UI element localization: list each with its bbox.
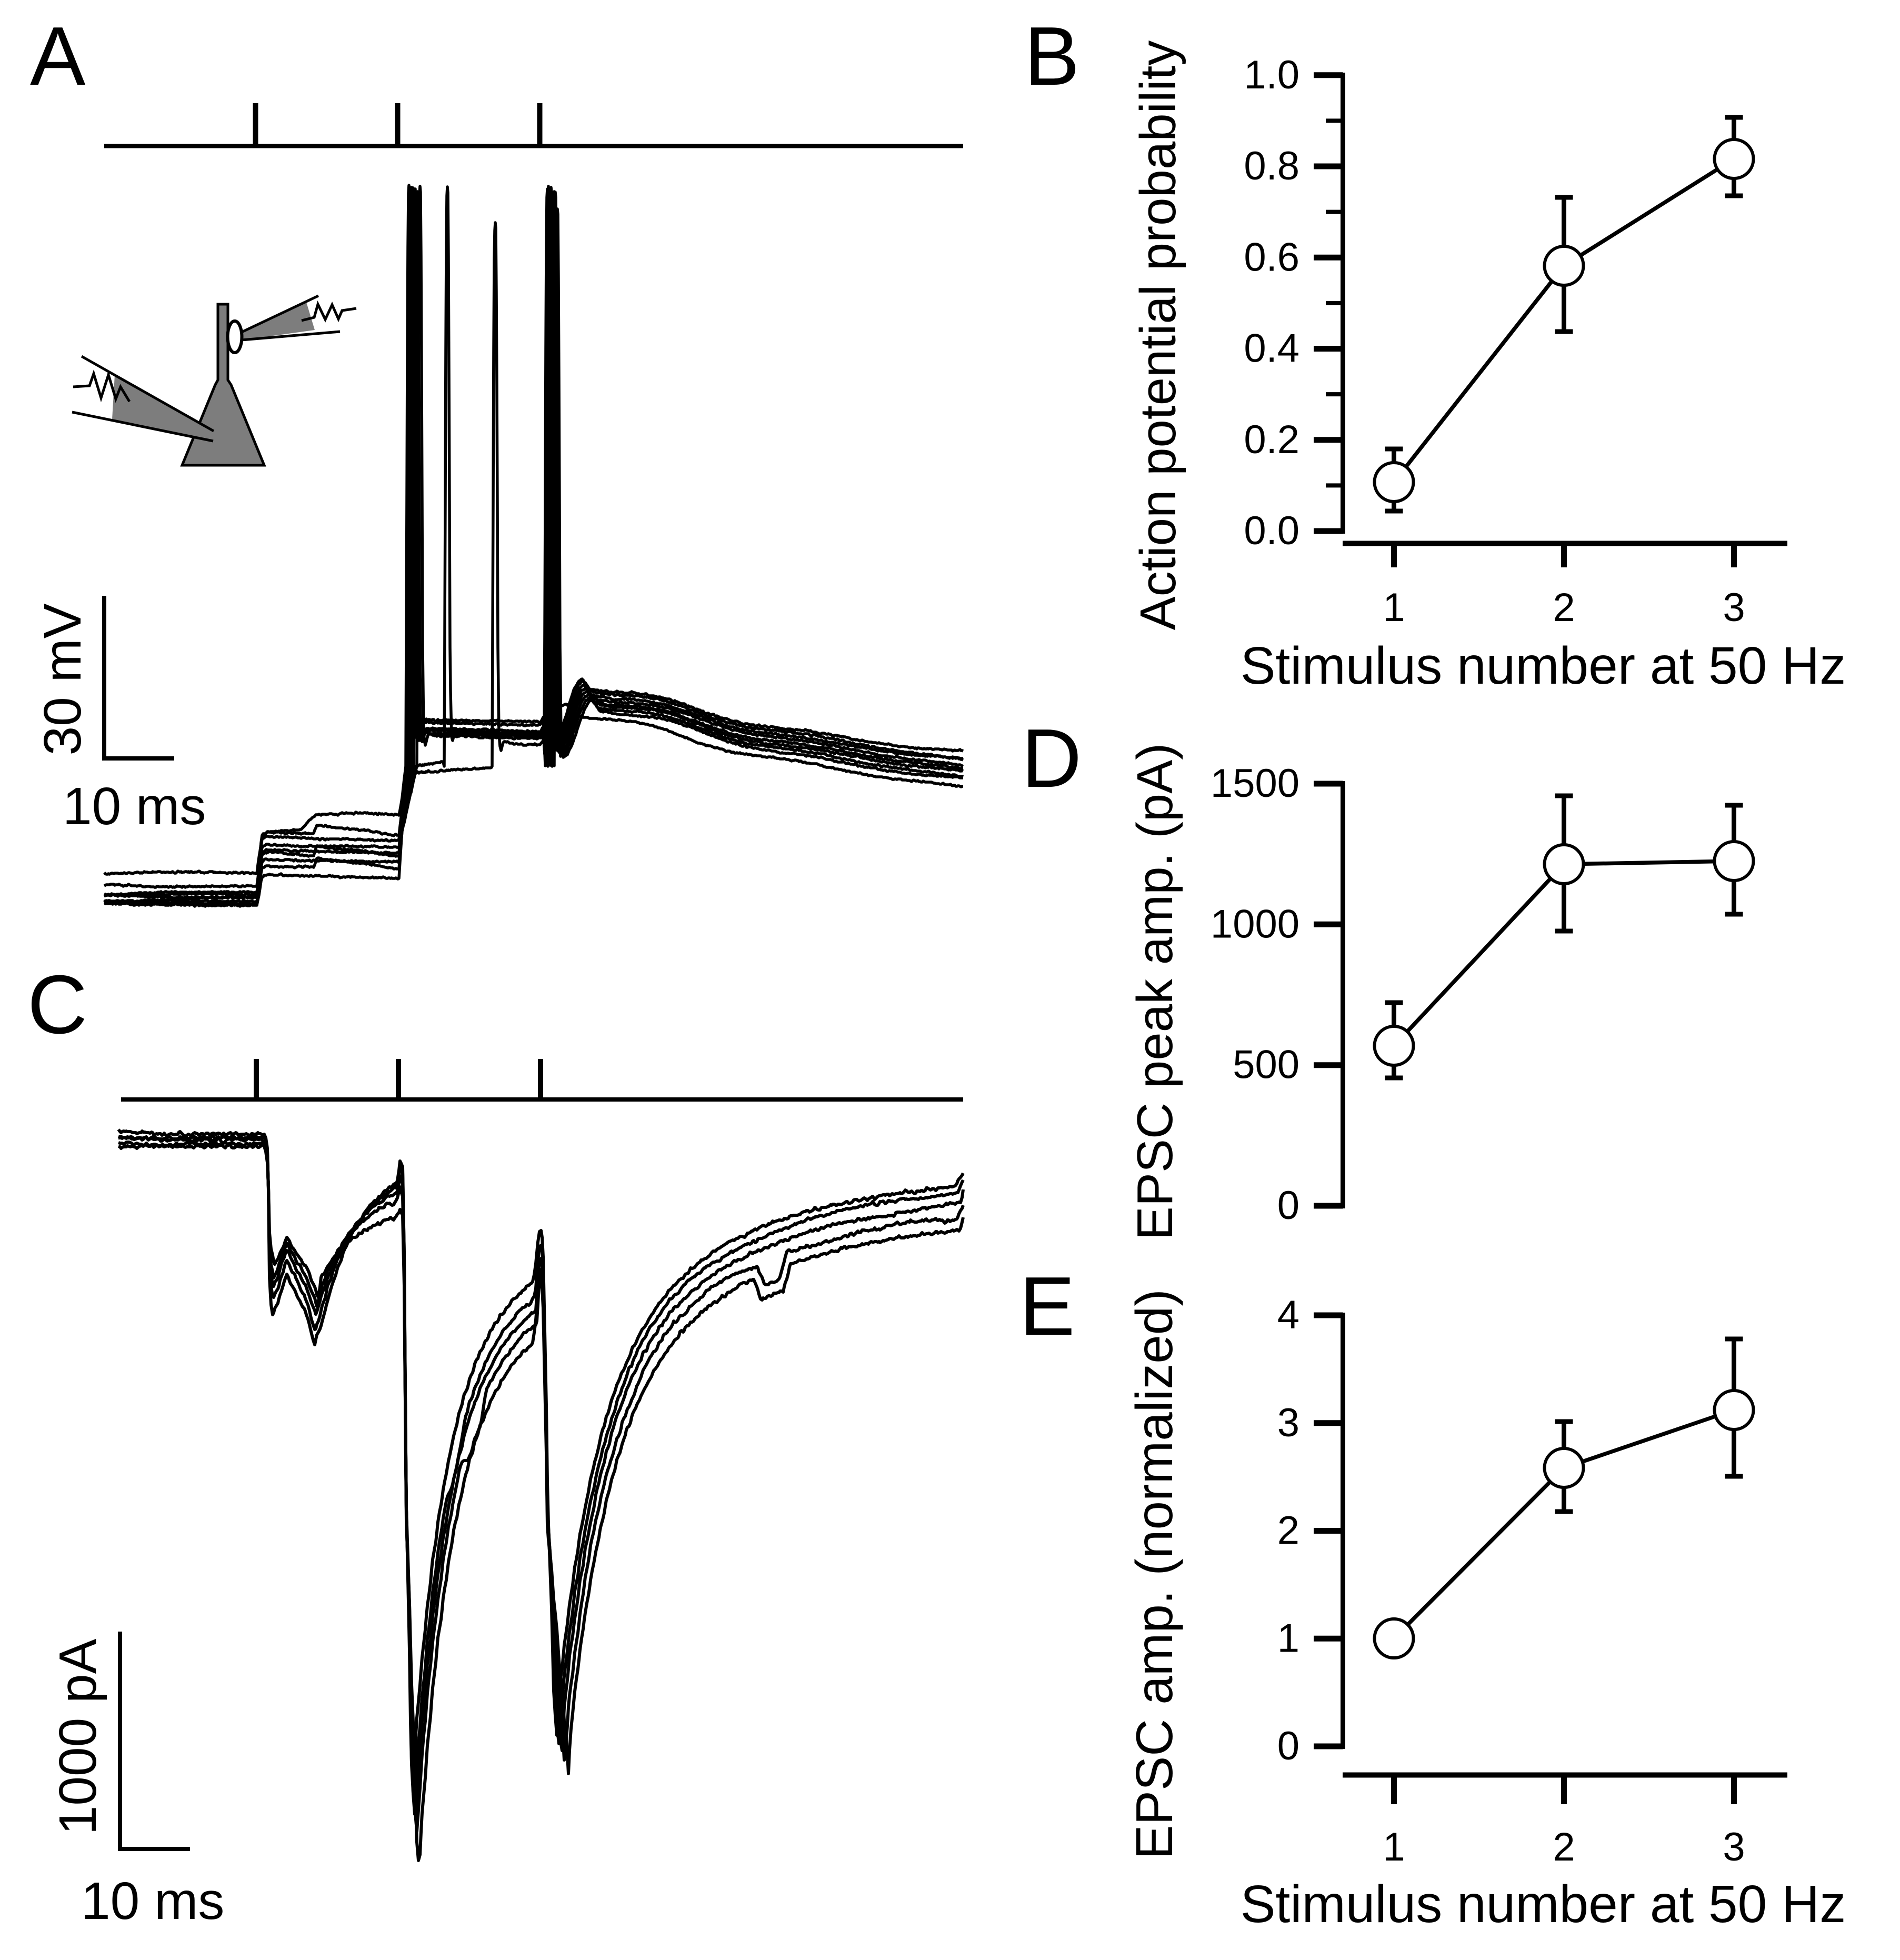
svg-text:1: 1 (1277, 1616, 1299, 1661)
svg-text:2: 2 (1553, 1825, 1575, 1869)
svg-text:Stimulus number at 50 Hz: Stimulus number at 50 Hz (1241, 636, 1846, 695)
svg-text:0.2: 0.2 (1244, 417, 1299, 462)
svg-text:1000: 1000 (1211, 902, 1299, 946)
svg-text:10 ms: 10 ms (63, 777, 206, 836)
svg-text:EPSC peak amp. (pA): EPSC peak amp. (pA) (1127, 743, 1183, 1240)
svg-text:0.6: 0.6 (1244, 235, 1299, 279)
svg-text:EPSC amp. (normalized): EPSC amp. (normalized) (1125, 1289, 1183, 1859)
svg-text:E: E (1019, 1260, 1075, 1353)
svg-text:0.4: 0.4 (1244, 326, 1299, 371)
svg-text:B: B (1024, 10, 1079, 103)
svg-text:0: 0 (1277, 1724, 1299, 1768)
svg-text:0.8: 0.8 (1244, 144, 1299, 188)
svg-text:4: 4 (1277, 1293, 1299, 1337)
svg-text:D: D (1022, 712, 1082, 805)
svg-text:10 ms: 10 ms (81, 1872, 224, 1931)
svg-text:3: 3 (1723, 585, 1745, 630)
svg-text:30 mV: 30 mV (33, 603, 92, 755)
svg-text:3: 3 (1277, 1401, 1299, 1445)
svg-text:A: A (30, 10, 86, 103)
svg-text:C: C (27, 958, 87, 1051)
svg-text:500: 500 (1233, 1043, 1299, 1087)
svg-text:2: 2 (1553, 585, 1575, 630)
svg-text:1: 1 (1383, 585, 1405, 630)
svg-text:0.0: 0.0 (1244, 508, 1299, 553)
svg-text:1000 pA: 1000 pA (48, 1638, 107, 1835)
svg-text:2: 2 (1277, 1508, 1299, 1553)
svg-text:3: 3 (1723, 1825, 1745, 1869)
svg-text:0: 0 (1277, 1183, 1299, 1228)
svg-text:1.0: 1.0 (1244, 53, 1299, 97)
svg-text:1500: 1500 (1211, 761, 1299, 806)
svg-text:Stimulus number at 50 Hz: Stimulus number at 50 Hz (1241, 1875, 1846, 1934)
svg-text:Action potential probability: Action potential probability (1130, 41, 1186, 631)
svg-text:1: 1 (1383, 1825, 1405, 1869)
